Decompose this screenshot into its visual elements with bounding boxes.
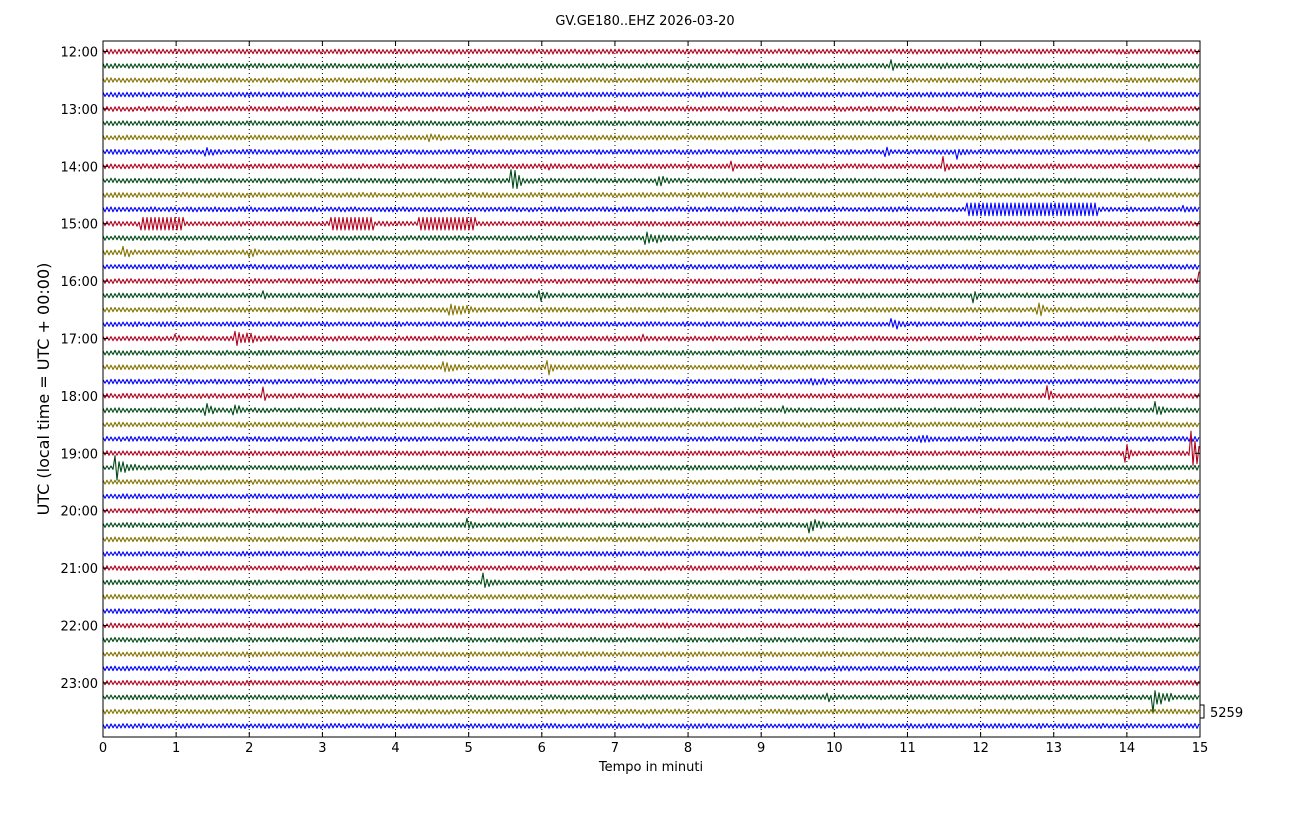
- seismic-trace: [102, 360, 1200, 376]
- x-tick-label: 9: [757, 741, 765, 756]
- seismic-trace: [102, 146, 1200, 160]
- y-tick-label: 12:00: [61, 46, 98, 61]
- x-tick-label: 15: [1192, 741, 1209, 756]
- seismic-trace: [102, 156, 1200, 172]
- y-tick-label: 14:00: [61, 160, 98, 175]
- scale-bracket: [1199, 704, 1205, 719]
- x-tick-label: 3: [318, 741, 326, 756]
- seismic-trace: [102, 679, 1200, 686]
- plot-frame: [102, 40, 1201, 738]
- x-tick-label: 12: [972, 741, 989, 756]
- chart-title: GV.GE180..EHZ 2026-03-20: [555, 14, 734, 29]
- y-tick-label: 23:00: [61, 677, 98, 692]
- seismic-trace: [102, 622, 1200, 629]
- seismic-trace: [102, 478, 1200, 486]
- seismic-trace: [102, 216, 1200, 231]
- x-tick-label: 5: [465, 741, 473, 756]
- seismic-trace: [102, 722, 1200, 729]
- seismic-trace: [102, 330, 1200, 347]
- y-tick-label: 18:00: [61, 390, 98, 405]
- seismic-trace: [102, 421, 1200, 428]
- seismic-trace: [102, 169, 1200, 190]
- y-tick-label: 16:00: [61, 275, 98, 290]
- seismic-trace: [102, 48, 1200, 55]
- seismic-trace: [102, 430, 1200, 466]
- scale-label: 5259: [1210, 706, 1243, 721]
- seismic-trace: [102, 317, 1200, 330]
- seismic-trace: [102, 120, 1200, 127]
- x-tick-label: 8: [684, 741, 692, 756]
- x-tick-label: 10: [826, 741, 843, 756]
- y-tick-label: 20:00: [61, 505, 98, 520]
- seismic-trace: [102, 690, 1200, 713]
- x-tick-label: 0: [99, 741, 107, 756]
- seismic-trace: [102, 493, 1200, 500]
- seismic-trace: [102, 550, 1200, 557]
- seismic-trace: [102, 302, 1200, 317]
- grid-lines: [175, 41, 1128, 737]
- seismic-trace: [102, 133, 1200, 143]
- seismic-trace: [102, 105, 1200, 112]
- x-tick-label: 7: [611, 741, 619, 756]
- seismic-trace: [102, 231, 1200, 245]
- seismic-trace: [102, 608, 1200, 615]
- y-tick-label: 22:00: [61, 620, 98, 635]
- x-tick-label: 2: [245, 741, 253, 756]
- y-axis-ticks: 12:00 13:00 14:00 15:00 16:00 17:00 18:00 19:00…: [61, 46, 1200, 692]
- seismic-trace: [102, 507, 1200, 514]
- seismic-trace: [102, 77, 1200, 84]
- seismic-trace: [102, 434, 1200, 444]
- x-tick-label: 14: [1119, 741, 1136, 756]
- seismic-trace: [102, 593, 1200, 600]
- seismic-trace: [102, 290, 1200, 304]
- seismic-trace: [102, 59, 1200, 71]
- y-axis-label: UTC (local time = UTC + 00:00): [34, 263, 53, 516]
- seismic-trace: [102, 636, 1200, 643]
- x-tick-label: 11: [899, 741, 916, 756]
- seismic-trace: [102, 565, 1200, 572]
- seismic-trace: [102, 455, 1200, 481]
- seismic-trace: [102, 271, 1200, 285]
- seismic-trace: [102, 349, 1200, 356]
- y-tick-label: 21:00: [61, 562, 98, 577]
- x-tick-label: 4: [391, 741, 399, 756]
- seismic-trace: [102, 191, 1200, 199]
- seismic-trace: [102, 708, 1200, 715]
- scale-marker: 5259: [1199, 704, 1243, 721]
- y-tick-label: 15:00: [61, 218, 98, 233]
- y-tick-label: 19:00: [61, 447, 98, 462]
- x-tick-label: 6: [538, 741, 546, 756]
- seismic-trace: [102, 91, 1200, 98]
- seismic-trace: [102, 536, 1200, 543]
- seismic-trace: [102, 377, 1200, 386]
- x-tick-label: 1: [172, 741, 180, 756]
- x-tick-label: 13: [1045, 741, 1062, 756]
- y-tick-label: 17:00: [61, 333, 98, 348]
- seismic-trace: [102, 245, 1200, 258]
- seismic-trace: [102, 385, 1200, 401]
- seismic-traces: [102, 48, 1200, 729]
- seismic-trace: [102, 263, 1200, 270]
- y-tick-label: 13:00: [61, 103, 98, 118]
- seismic-trace: [102, 651, 1200, 658]
- seismic-trace: [102, 517, 1200, 534]
- x-axis-ticks: 0 1 2 3 4 5 6 7 8 9 10 11 12 13 14 15: [99, 41, 1208, 756]
- seismic-trace: [102, 202, 1200, 217]
- seismic-trace: [102, 572, 1200, 588]
- seismic-trace: [102, 401, 1200, 416]
- x-axis-label: Tempo in minuti: [598, 760, 703, 775]
- seismic-trace: [102, 665, 1200, 672]
